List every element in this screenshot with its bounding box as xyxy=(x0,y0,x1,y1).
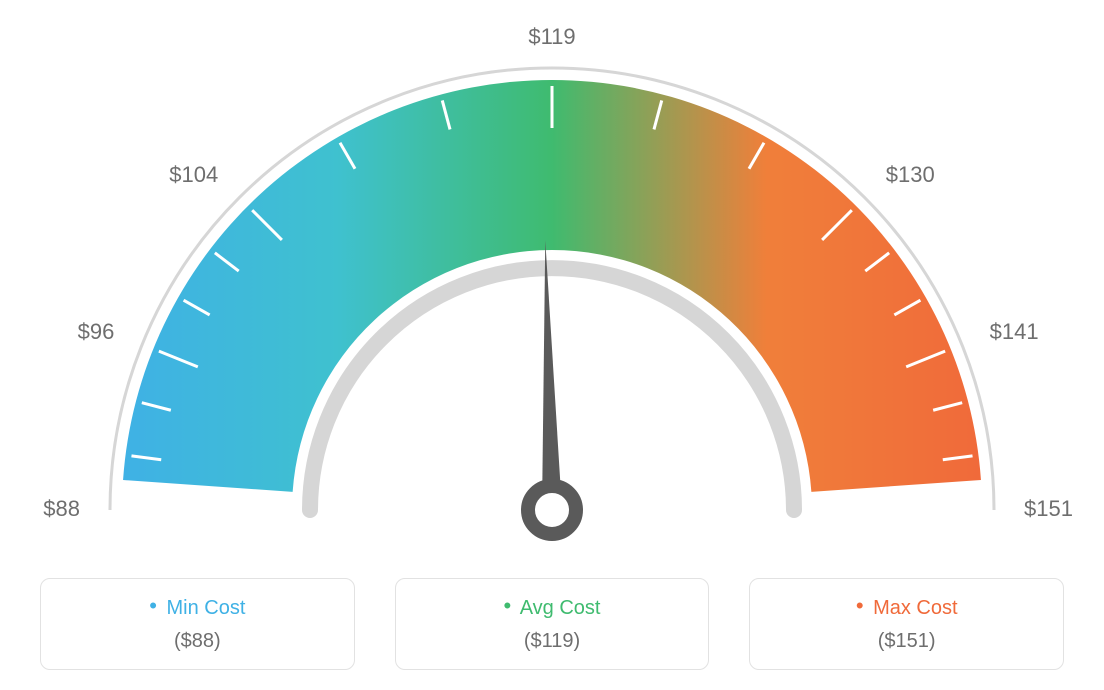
legend-card-avg: • Avg Cost ($119) xyxy=(395,578,710,670)
gauge-scale-label: $104 xyxy=(169,162,218,187)
gauge-svg: $88 $96 $104 $119 $130 $141 $151 xyxy=(0,0,1104,560)
gauge-area: $88 $96 $104 $119 $130 $141 $151 xyxy=(0,0,1104,560)
gauge-scale-label: $151 xyxy=(1024,496,1073,521)
gauge-needle xyxy=(542,240,562,510)
legend-label-max: • Max Cost xyxy=(760,593,1053,620)
dot-icon: • xyxy=(504,593,512,618)
dot-icon: • xyxy=(856,593,864,618)
cost-gauge-chart: $88 $96 $104 $119 $130 $141 $151 • Min Cost ($… xyxy=(0,0,1104,690)
gauge-scale-label: $88 xyxy=(43,496,80,521)
dot-icon: • xyxy=(149,593,157,618)
gauge-scale-label: $130 xyxy=(886,162,935,187)
legend-label-avg: • Avg Cost xyxy=(406,593,699,620)
legend-label-min: • Min Cost xyxy=(51,593,344,620)
gauge-scale-label: $96 xyxy=(78,319,115,344)
legend-value-max: ($151) xyxy=(760,630,1053,653)
legend-text-min: Min Cost xyxy=(167,597,246,619)
legend-row: • Min Cost ($88) • Avg Cost ($119) • Max… xyxy=(0,578,1104,670)
legend-card-max: • Max Cost ($151) xyxy=(749,578,1064,670)
legend-value-avg: ($119) xyxy=(406,630,699,653)
legend-text-max: Max Cost xyxy=(873,597,957,619)
gauge-scale-label: $141 xyxy=(990,319,1039,344)
legend-card-min: • Min Cost ($88) xyxy=(40,578,355,670)
legend-value-min: ($88) xyxy=(51,630,344,653)
gauge-hub xyxy=(528,486,576,534)
gauge-scale-label: $119 xyxy=(528,24,575,49)
legend-text-avg: Avg Cost xyxy=(520,597,601,619)
